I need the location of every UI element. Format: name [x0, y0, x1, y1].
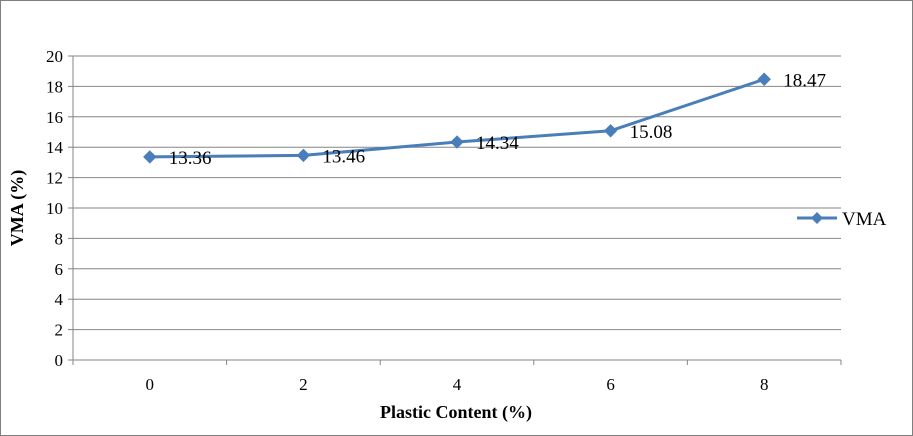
data-label-0: 13.36 — [169, 148, 212, 169]
data-label-2: 13.46 — [322, 146, 365, 167]
y-tick-label-12: 12 — [46, 169, 63, 188]
data-labels: 13.36 13.46 14.34 15.08 18.47 — [169, 70, 826, 169]
y-tick-label-0: 0 — [55, 351, 64, 370]
data-label-8: 18.47 — [783, 70, 826, 91]
data-label-6: 15.08 — [630, 122, 673, 143]
y-tick-label-6: 6 — [55, 260, 64, 279]
y-tick-label-20: 20 — [46, 47, 63, 66]
y-tick-label-14: 14 — [46, 138, 64, 157]
y-tick-label-2: 2 — [55, 321, 64, 340]
x-tick-label-2: 2 — [299, 375, 308, 394]
data-point-6 — [603, 124, 618, 138]
y-tick-label-4: 4 — [55, 290, 64, 309]
axes — [68, 55, 842, 365]
y-tick-label-10: 10 — [46, 199, 63, 218]
legend-marker-vma — [811, 212, 823, 224]
x-tick-label-0: 0 — [146, 375, 155, 394]
y-tick-label-18: 18 — [46, 77, 63, 96]
y-tick-label-16: 16 — [46, 108, 63, 127]
x-tick-label-6: 6 — [606, 375, 615, 394]
series-vma — [143, 72, 771, 164]
y-axis-title: VMA (%) — [7, 170, 28, 246]
y-tick-label-8: 8 — [55, 229, 64, 248]
x-axis-title: Plastic Content (%) — [380, 402, 532, 423]
legend: VMA — [797, 209, 887, 230]
x-tick-label-8: 8 — [760, 375, 769, 394]
data-point-4 — [450, 135, 464, 149]
data-point-8 — [757, 72, 771, 86]
legend-label-vma: VMA — [842, 209, 887, 230]
y-tick-labels: 0 2 4 6 8 10 12 14 16 18 20 — [46, 47, 64, 370]
data-label-4: 14.34 — [476, 133, 519, 154]
data-point-0 — [143, 150, 157, 164]
data-point-2 — [296, 148, 311, 163]
x-tick-labels: 0 2 4 6 8 — [146, 375, 769, 394]
x-tick-label-4: 4 — [453, 375, 462, 394]
gridlines — [73, 55, 841, 331]
